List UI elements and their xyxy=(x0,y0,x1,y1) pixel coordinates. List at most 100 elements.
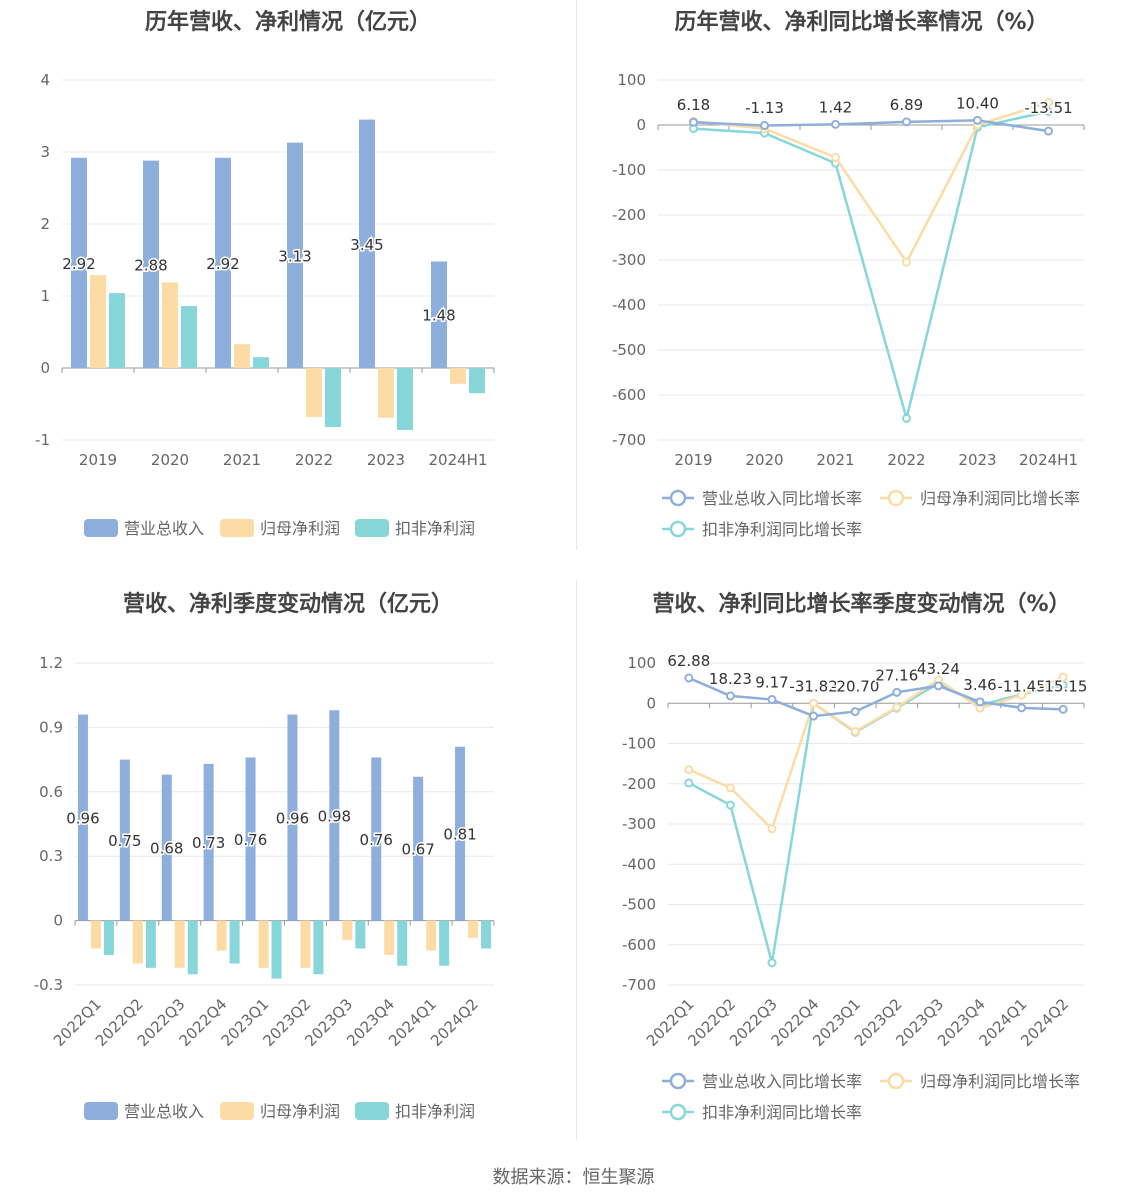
bar xyxy=(245,757,256,921)
data-label: 43.24 xyxy=(917,660,960,678)
bar xyxy=(450,368,466,384)
y-tick-label: 100 xyxy=(617,71,646,89)
data-label: -11.45 xyxy=(997,677,1045,695)
x-tick-label: 2024H1 xyxy=(429,451,488,469)
bar xyxy=(132,920,143,964)
legend-label: 扣非净利润 xyxy=(395,519,475,538)
bar xyxy=(287,142,303,368)
data-point xyxy=(684,673,694,683)
bar xyxy=(161,774,172,921)
bar xyxy=(187,920,198,975)
bar xyxy=(325,368,341,428)
x-tick-label: 2021 xyxy=(816,451,854,469)
data-point xyxy=(1058,672,1068,682)
legend-label: 营业总收入同比增长率 xyxy=(702,489,862,508)
bar xyxy=(203,763,214,921)
bar xyxy=(109,293,125,368)
data-label: 1.48 xyxy=(422,307,455,325)
bar xyxy=(300,920,311,968)
data-point xyxy=(767,824,777,834)
data-point xyxy=(725,783,735,793)
chart-title: 历年营收、净利情况（亿元） xyxy=(144,10,431,35)
data-point xyxy=(902,117,911,127)
y-tick-label: 0 xyxy=(636,116,646,134)
legend-swatch xyxy=(84,1102,118,1120)
y-tick-label: 3 xyxy=(40,143,50,161)
bar xyxy=(397,368,413,430)
bar xyxy=(313,920,324,975)
y-tick-label: -600 xyxy=(612,386,646,404)
legend-label: 扣非净利润同比增长率 xyxy=(702,1103,862,1122)
bar xyxy=(258,920,269,968)
y-tick-label: -1 xyxy=(35,431,50,449)
data-label: 6.18 xyxy=(677,96,710,114)
data-label: 3.13 xyxy=(278,247,311,265)
data-label: 27.16 xyxy=(875,666,918,684)
data-point xyxy=(831,119,840,129)
bar xyxy=(306,368,322,417)
bar xyxy=(216,920,227,951)
x-tick-label: 2024H1 xyxy=(1019,451,1078,469)
data-label: 2.92 xyxy=(206,255,239,273)
data-point xyxy=(1058,680,1068,690)
y-tick-label: 0 xyxy=(40,359,50,377)
bar xyxy=(234,344,250,368)
y-tick-label: -500 xyxy=(622,896,656,914)
data-point xyxy=(892,702,902,712)
data-label: 2.88 xyxy=(134,256,167,274)
data-point xyxy=(1058,704,1068,714)
y-tick-label: 0.9 xyxy=(39,718,63,736)
bar xyxy=(455,746,466,921)
data-point xyxy=(1017,690,1027,700)
quarterly-growth-panel: 营收、净利同比增长率季度变动情况（%） 100 0 -100 -200 -300 -400… xyxy=(576,580,1147,1150)
data-point xyxy=(684,765,694,775)
y-tick-label: 0 xyxy=(53,912,63,930)
bar xyxy=(371,757,382,921)
chart-title: 营收、净利同比增长率季度变动情况（%） xyxy=(652,592,1071,617)
y-tick-label: -700 xyxy=(622,976,656,994)
legend-label: 归母净利润同比增长率 xyxy=(920,1072,1080,1091)
data-label: 1.42 xyxy=(819,98,852,116)
data-point xyxy=(725,800,735,810)
legend-swatch xyxy=(220,1102,254,1120)
bar xyxy=(384,920,395,955)
bar xyxy=(77,714,88,921)
data-label: 10.40 xyxy=(956,94,999,112)
bar xyxy=(162,282,178,368)
data-point xyxy=(689,117,698,127)
bar xyxy=(119,759,130,921)
data-point xyxy=(767,958,777,968)
y-tick-label: 1.2 xyxy=(39,654,63,672)
panel-divider-top xyxy=(576,0,577,550)
data-point xyxy=(760,121,769,131)
y-tick-label: 100 xyxy=(627,654,656,672)
chart-title: 营收、净利季度变动情况（亿元） xyxy=(122,592,453,617)
legend-label: 归母净利润同比增长率 xyxy=(920,489,1080,508)
legend-label: 扣非净利润 xyxy=(395,1102,475,1121)
panel-divider-bottom xyxy=(576,580,577,1140)
data-label: 0.76 xyxy=(360,831,393,849)
x-tick-label: 2021 xyxy=(223,451,261,469)
legend-marker xyxy=(887,1072,905,1090)
annual-growth-chart: 100 0 -100 -200 -300 -400 -500 -600 -700 2019 2020… xyxy=(612,71,1085,539)
legend-marker xyxy=(669,1103,687,1121)
y-tick-label: 0.6 xyxy=(39,783,63,801)
data-point xyxy=(902,413,911,423)
data-point xyxy=(850,726,860,736)
bar xyxy=(359,119,375,368)
y-tick-label: -200 xyxy=(622,775,656,793)
y-tick-label: -100 xyxy=(612,161,646,179)
x-tick-label: 2019 xyxy=(674,451,712,469)
legend-label: 归母净利润 xyxy=(260,519,340,538)
bar xyxy=(229,920,240,964)
data-label: -20.70 xyxy=(831,677,879,695)
bar xyxy=(439,920,450,966)
bar xyxy=(355,920,366,949)
y-tick-label: -700 xyxy=(612,431,646,449)
y-tick-label: -300 xyxy=(612,251,646,269)
x-tick-label: 2019 xyxy=(79,451,117,469)
quarterly-growth-chart: 1000-100-200-300-400-500-600-7002022Q120… xyxy=(622,650,1089,1122)
data-label: 0.81 xyxy=(443,826,476,844)
series-line xyxy=(693,119,1049,133)
data-label: 18.23 xyxy=(709,670,752,688)
